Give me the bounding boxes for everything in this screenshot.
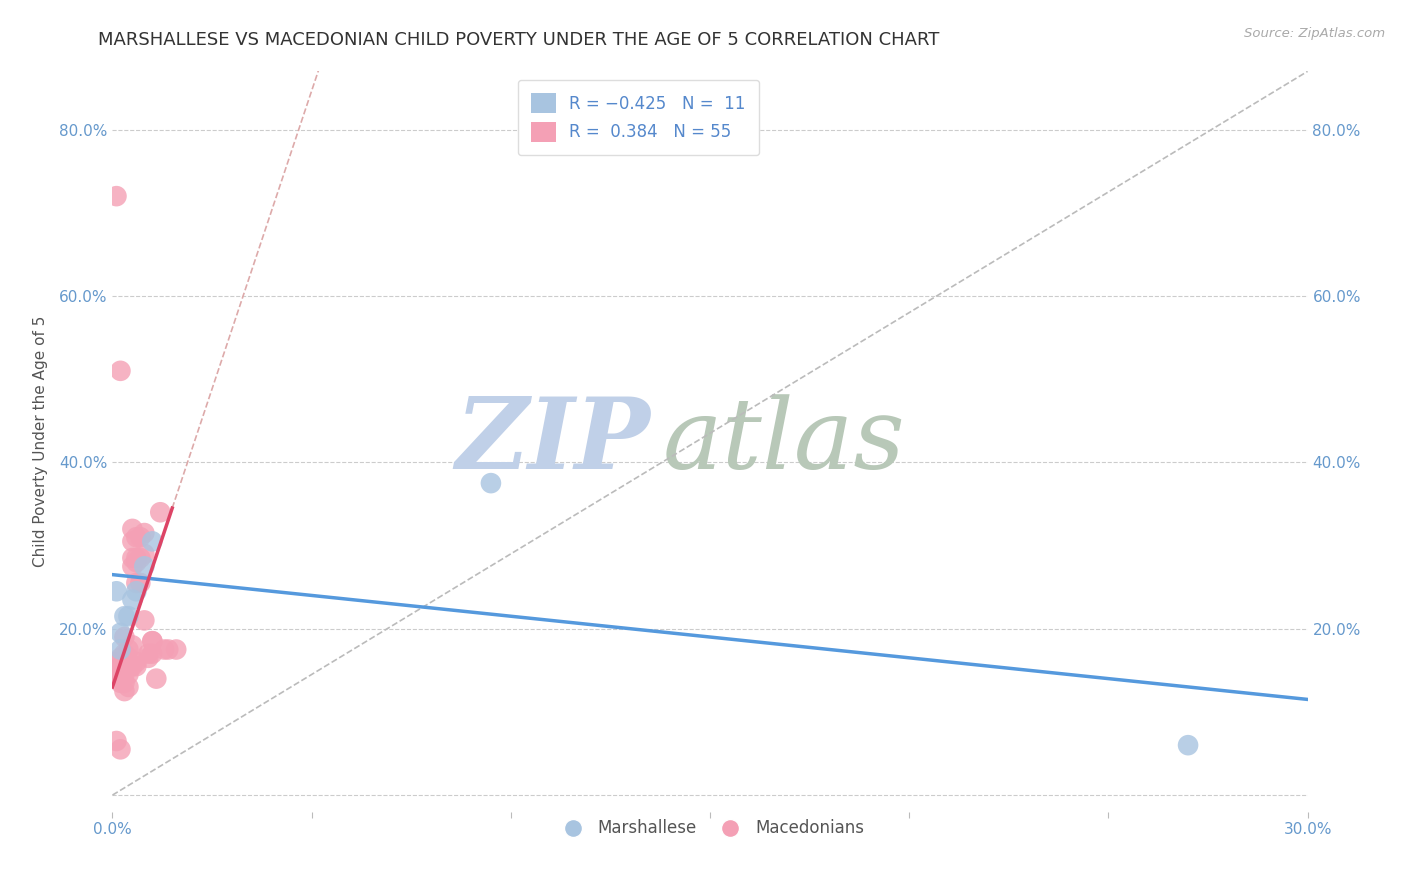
Text: Source: ZipAtlas.com: Source: ZipAtlas.com	[1244, 27, 1385, 40]
Point	[105, 655, 128, 669]
Point	[117, 642, 139, 657]
Point	[121, 559, 143, 574]
Point	[110, 642, 132, 657]
Point	[117, 659, 139, 673]
Point	[125, 659, 148, 673]
Point	[129, 551, 152, 566]
Point	[1177, 738, 1199, 752]
Text: MARSHALLESE VS MACEDONIAN CHILD POVERTY UNDER THE AGE OF 5 CORRELATION CHART: MARSHALLESE VS MACEDONIAN CHILD POVERTY …	[98, 31, 939, 49]
Y-axis label: Child Poverty Under the Age of 5: Child Poverty Under the Age of 5	[32, 316, 48, 567]
Point	[121, 522, 143, 536]
Point	[125, 576, 148, 591]
Point	[114, 659, 135, 673]
Point	[105, 667, 128, 681]
Point	[110, 659, 132, 673]
Point	[114, 630, 135, 644]
Text: atlas: atlas	[662, 394, 905, 489]
Point	[117, 655, 139, 669]
Point	[105, 734, 128, 748]
Point	[165, 642, 187, 657]
Point	[125, 555, 148, 569]
Point	[134, 547, 156, 561]
Point	[479, 476, 502, 491]
Point	[114, 684, 135, 698]
Point	[153, 642, 176, 657]
Point	[125, 655, 148, 669]
Point	[105, 584, 128, 599]
Point	[134, 559, 156, 574]
Text: ZIP: ZIP	[456, 393, 651, 490]
Point	[129, 576, 152, 591]
Point	[121, 659, 143, 673]
Point	[110, 625, 132, 640]
Point	[149, 505, 172, 519]
Point	[157, 642, 180, 657]
Point	[110, 364, 132, 378]
Point	[114, 659, 135, 673]
Point	[114, 609, 135, 624]
Point	[141, 647, 163, 661]
Point	[110, 675, 132, 690]
Point	[114, 655, 135, 669]
Point	[114, 659, 135, 673]
Point	[114, 647, 135, 661]
Point	[134, 526, 156, 541]
Point	[121, 592, 143, 607]
Point	[138, 650, 160, 665]
Point	[114, 667, 135, 681]
Point	[117, 667, 139, 681]
Point	[121, 534, 143, 549]
Point	[141, 634, 163, 648]
Legend: Marshallese, Macedonians: Marshallese, Macedonians	[550, 813, 870, 844]
Point	[138, 647, 160, 661]
Point	[145, 672, 167, 686]
Point	[125, 530, 148, 544]
Point	[134, 614, 156, 628]
Point	[141, 634, 163, 648]
Point	[105, 667, 128, 681]
Point	[125, 584, 148, 599]
Point	[110, 650, 132, 665]
Point	[121, 638, 143, 652]
Point	[114, 675, 135, 690]
Point	[117, 609, 139, 624]
Point	[141, 534, 163, 549]
Point	[110, 667, 132, 681]
Point	[110, 742, 132, 756]
Point	[117, 650, 139, 665]
Point	[117, 680, 139, 694]
Point	[105, 189, 128, 203]
Point	[117, 659, 139, 673]
Point	[125, 551, 148, 566]
Point	[121, 551, 143, 566]
Point	[129, 530, 152, 544]
